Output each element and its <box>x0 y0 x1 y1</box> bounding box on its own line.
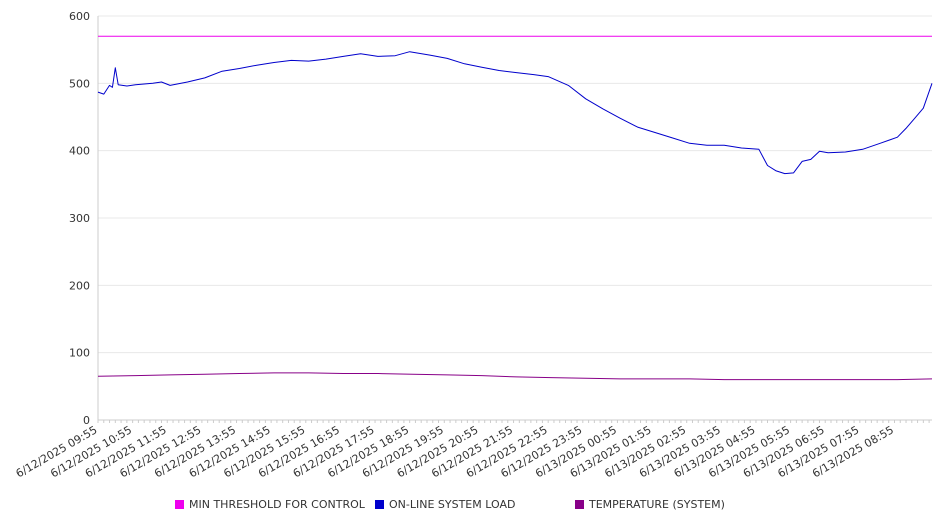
legend-label-min-threshold: MIN THRESHOLD FOR CONTROL <box>189 498 365 511</box>
legend-label-temperature: TEMPERATURE (SYSTEM) <box>589 498 725 511</box>
chart-legend: MIN THRESHOLD FOR CONTROL ON-LINE SYSTEM… <box>0 498 946 514</box>
y-tick-label: 500 <box>69 77 90 90</box>
y-tick-label: 100 <box>69 347 90 360</box>
series-line-temperature <box>97 372 933 381</box>
y-tick-label: 0 <box>83 414 90 427</box>
axes <box>97 16 932 423</box>
x-axis-ticks: 6/12/2025 09:556/12/2025 10:556/12/2025 … <box>14 423 896 480</box>
grid-lines <box>98 15 932 354</box>
series-lines <box>97 35 933 381</box>
legend-item-temperature: TEMPERATURE (SYSTEM) <box>575 498 725 511</box>
y-tick-label: 300 <box>69 212 90 225</box>
legend-item-system-load: ON-LINE SYSTEM LOAD <box>375 498 515 511</box>
legend-swatch-system-load <box>375 500 384 509</box>
y-axis-ticks: 0 100 200 300 400 500 600 <box>69 10 90 427</box>
legend-swatch-min-threshold <box>175 500 184 509</box>
legend-swatch-temperature <box>575 500 584 509</box>
y-tick-label: 400 <box>69 145 90 158</box>
y-tick-label: 200 <box>69 279 90 292</box>
series-line-system-load <box>97 51 933 175</box>
legend-label-system-load: ON-LINE SYSTEM LOAD <box>389 498 516 511</box>
legend-item-min-threshold: MIN THRESHOLD FOR CONTROL <box>175 498 365 511</box>
y-tick-label: 600 <box>69 10 90 23</box>
